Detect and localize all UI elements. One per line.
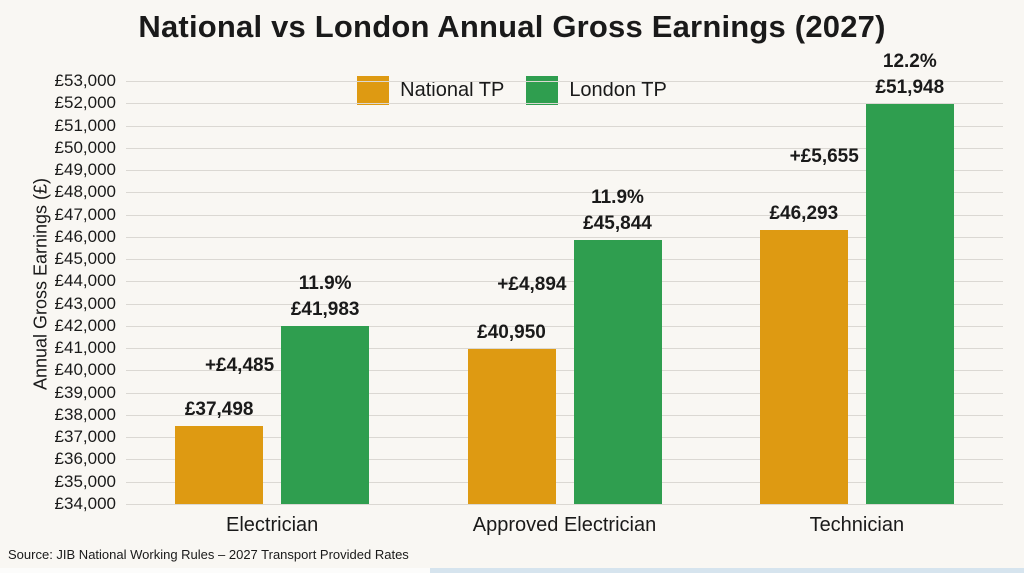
legend-item-london: London TP [526,76,667,105]
y-tick-label: £36,000 [54,449,116,469]
y-tick-label: £42,000 [54,315,116,335]
bottom-progress-strip [0,568,1024,573]
y-tick-label: £47,000 [54,204,116,224]
legend-label-national: National TP [400,79,505,101]
y-tick-label: £53,000 [54,71,116,90]
percent-label-technician: 12.2% [882,51,937,73]
gridline [126,437,1003,439]
gridline [126,348,1003,350]
gridline [126,81,1003,82]
gridline [126,481,1003,483]
y-tick-label: £45,000 [54,249,116,269]
gridline [126,125,1003,127]
bar-london-tp-approved-electrician [573,240,662,504]
y-tick-label: £43,000 [54,293,116,313]
y-tick-label: £40,000 [54,360,116,380]
y-tick-label: £37,000 [54,427,116,447]
difference-label-technician: +£5,655 [789,146,859,168]
gridline [126,236,1003,238]
gridline [126,392,1003,394]
national-value-label-electrician: £37,498 [184,399,254,421]
national-value-label-approved-electrician: £40,950 [477,322,546,344]
bar-national-tp-electrician [175,426,264,504]
source-note: Source: JIB National Working Rules – 202… [8,547,409,562]
y-tick-label: £39,000 [54,382,116,402]
y-tick-label: £41,000 [54,338,116,358]
bar-london-tp-electrician [281,326,370,504]
legend-item-national: National TP [357,76,504,105]
bar-national-tp-approved-electrician [467,349,556,504]
percent-label-electrician: 11.9% [298,273,352,295]
london-value-label-technician: £51,948 [875,77,945,99]
y-tick-label: £50,000 [54,137,116,157]
gridline [126,214,1003,216]
legend: National TP London TP [0,76,1024,105]
legend-label-london: London TP [569,79,667,101]
london-value-label-electrician: £41,983 [290,299,360,321]
bar-national-tp-technician [759,230,848,504]
gridline [126,303,1003,305]
y-tick-label: £51,000 [54,115,116,135]
gridline [126,192,1003,194]
gridline [126,504,1003,505]
category-label-approved-electrician: Approved Electrician [472,514,657,536]
bar-london-tp-technician [865,104,954,504]
y-tick-label: £52,000 [54,93,116,113]
y-tick-label: £35,000 [54,471,116,491]
chart-title: National vs London Annual Gross Earnings… [138,9,886,44]
london-value-label-approved-electrician: £45,844 [583,213,652,235]
gridline [126,170,1003,172]
difference-label-approved-electrician: +£4,894 [497,273,567,295]
gridline [126,414,1003,416]
y-tick-label: £48,000 [54,182,116,202]
y-tick-label: £46,000 [54,226,116,246]
gridline [126,103,1003,105]
y-tick-label: £38,000 [54,404,116,424]
gridline [126,281,1003,283]
strip-left-segment [0,568,431,573]
y-tick-label: £49,000 [54,160,116,180]
strip-right-segment [430,568,1024,573]
category-label-technician: Technician [809,514,905,536]
y-tick-label: £34,000 [54,494,116,513]
national-value-label-technician: £46,293 [769,203,839,225]
national-swatch-icon [357,76,390,105]
london-swatch-icon [526,76,559,105]
gridline [126,147,1003,149]
gridline [126,370,1003,372]
gridline [126,259,1003,261]
percent-label-approved-electrician: 11.9% [591,187,644,209]
gridline [126,325,1003,327]
y-tick-label: £44,000 [54,271,116,291]
difference-label-electrician: +£4,485 [204,355,275,377]
category-label-electrician: Electrician [226,514,319,536]
gridline [126,459,1003,461]
